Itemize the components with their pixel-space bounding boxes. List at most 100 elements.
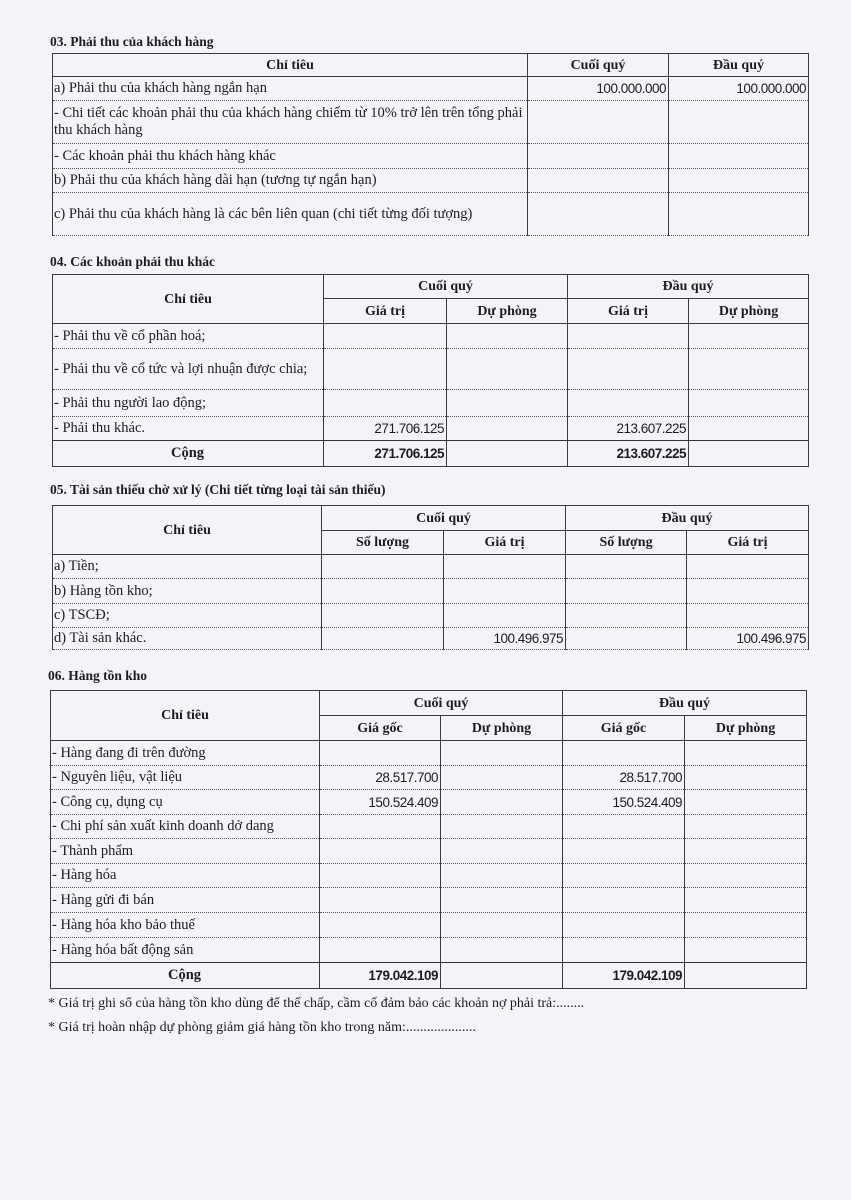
value-cell — [321, 627, 444, 650]
column-header: Đầu quý — [567, 274, 810, 299]
value-cell: 100.000.000 — [527, 76, 669, 101]
value-cell: 100.496.975 — [686, 627, 810, 650]
column-header: Cuối quý — [320, 505, 567, 531]
value-cell — [442, 603, 567, 628]
value-cell — [684, 740, 808, 766]
row-label: - Hàng hóa kho bảo thuế — [50, 912, 320, 938]
value-cell — [668, 168, 809, 193]
data-table: Chỉ tiêu Cuối quý Đầu quý Giá trị Dự phòng Gi… — [52, 274, 810, 467]
value-cell — [319, 937, 441, 963]
row-label: a) Phải thu của khách hàng ngắn hạn — [52, 76, 528, 101]
row-label: b) Hàng tồn kho; — [52, 578, 322, 604]
column-header: Chỉ tiêu — [52, 505, 322, 555]
column-header: Số lượng — [565, 530, 688, 555]
value-cell: 100.000.000 — [668, 76, 809, 101]
value-cell — [567, 323, 690, 349]
column-header: Dự phòng — [445, 298, 569, 324]
value-cell — [686, 603, 810, 628]
section-title: 05. Tài sản thiếu chờ xử lý (Chi tiết từ… — [50, 482, 386, 497]
value-cell — [562, 887, 686, 913]
row-label: Cộng — [52, 440, 324, 467]
row-label: - Thành phẩm — [50, 838, 320, 864]
value-cell — [562, 912, 686, 938]
value-cell — [439, 814, 564, 839]
column-header: Chỉ tiêu — [50, 690, 320, 741]
table-row: b) Hàng tồn kho; — [52, 578, 810, 604]
total-row: Cộng 179.042.109 179.042.109 — [50, 962, 808, 989]
value-cell — [668, 100, 809, 144]
table-row: - Công cụ, dụng cụ 150.524.409 150.524.409 — [50, 789, 808, 815]
table-row: d) Tài sản khác. 100.496.975 100.496.975 — [52, 627, 810, 650]
table-row: - Các khoản phải thu khách hàng khác — [52, 143, 809, 169]
value-cell: 150.524.409 — [319, 789, 441, 815]
value-cell — [442, 554, 567, 579]
value-cell: 271.706.125 — [323, 416, 447, 441]
row-label: - Công cụ, dụng cụ — [50, 789, 320, 815]
value-cell — [439, 863, 564, 888]
value-cell — [323, 323, 447, 349]
column-header: Dự phòng — [439, 715, 564, 741]
section-title: 04. Các khoản phải thu khác — [50, 254, 216, 269]
row-label: - Phải thu về cổ tức và lợi nhuận được c… — [52, 348, 324, 390]
value-cell — [445, 323, 569, 349]
value-cell — [319, 887, 441, 913]
value-cell — [319, 838, 441, 864]
value-cell — [684, 962, 808, 989]
table-row: - Hàng hóa — [50, 863, 808, 888]
value-cell — [562, 937, 686, 963]
header-row: Giá trị Dự phòng Giá trị Dự phòng — [53, 298, 810, 324]
row-label: b) Phải thu của khách hàng dài hạn (tươn… — [52, 168, 528, 193]
column-header: Dự phòng — [688, 298, 810, 324]
value-cell — [688, 416, 810, 441]
row-label: - Phải thu về cổ phần hoá; — [52, 323, 324, 349]
table-row: - Hàng gửi đi bán — [50, 887, 808, 913]
table-row: - Nguyên liệu, vật liệu 28.517.700 28.517.… — [50, 765, 808, 790]
table-row: a) Tiền; — [52, 554, 810, 579]
value-cell — [439, 838, 564, 864]
value-cell: 100.496.975 — [442, 627, 567, 650]
footnote-collateral: * Giá trị ghi sổ của hàng tồn kho dùng đ… — [48, 996, 585, 1011]
row-label: d) Tài sản khác. — [52, 627, 322, 650]
column-header: Giá trị — [567, 298, 690, 324]
value-cell — [445, 348, 569, 390]
value-cell — [688, 348, 810, 390]
value-cell — [668, 192, 809, 236]
value-cell — [567, 348, 690, 390]
table-row: c) Phải thu của khách hàng là các bên li… — [52, 192, 809, 236]
value-cell — [668, 143, 809, 169]
value-cell — [686, 578, 810, 604]
value-cell — [684, 789, 808, 815]
table-row: - Hàng đang đi trên đường — [50, 740, 808, 766]
value-cell — [565, 603, 688, 628]
value-cell — [445, 416, 569, 441]
section-title: 03. Phải thu của khách hàng — [50, 34, 214, 49]
row-label: - Hàng đang đi trên đường — [50, 740, 320, 766]
header-row: Chỉ tiêu Cuối quý Đầu quý — [52, 505, 810, 555]
value-cell — [445, 440, 569, 467]
row-label: c) Phải thu của khách hàng là các bên li… — [52, 192, 528, 236]
value-cell — [319, 912, 441, 938]
table-row: - Phải thu khác. 271.706.125 213.607.225 — [52, 416, 810, 441]
value-cell — [439, 937, 564, 963]
row-label: - Phải thu người lao động; — [52, 389, 324, 417]
value-cell — [445, 389, 569, 417]
row-label: - Hàng gửi đi bán — [50, 887, 320, 913]
value-cell: 179.042.109 — [562, 962, 686, 989]
value-cell — [688, 389, 810, 417]
total-row: Cộng 271.706.125 213.607.225 — [52, 440, 810, 467]
value-cell: 179.042.109 — [319, 962, 441, 989]
data-table: Chỉ tiêu Cuối quý Đầu quý a) Phải thu của k… — [52, 53, 809, 236]
value-cell — [439, 912, 564, 938]
value-cell — [565, 627, 688, 650]
table-row: - Phải thu về cổ tức và lợi nhuận được c… — [52, 348, 810, 390]
value-cell: 150.524.409 — [562, 789, 686, 815]
value-cell — [565, 554, 688, 579]
value-cell — [321, 554, 444, 579]
value-cell — [439, 740, 564, 766]
value-cell — [439, 765, 564, 790]
row-label: - Nguyên liệu, vật liệu — [50, 765, 320, 790]
value-cell: 28.517.700 — [319, 765, 441, 790]
column-header: Cuối quý — [318, 690, 564, 716]
header-row: Chỉ tiêu Cuối quý Đầu quý — [52, 53, 809, 77]
column-header: Giá trị — [686, 530, 810, 555]
